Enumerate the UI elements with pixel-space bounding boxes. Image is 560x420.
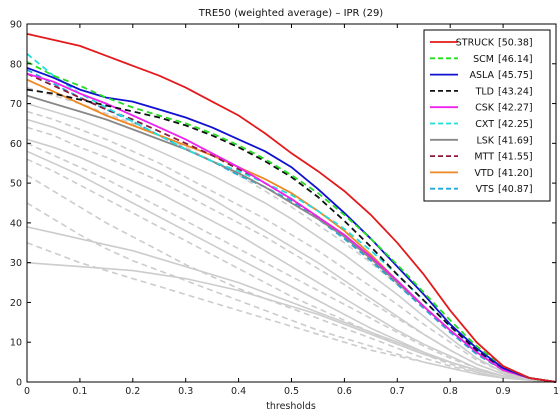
y-tick-label: 70 (10, 99, 22, 110)
background-series-line-10 (26, 142, 557, 383)
x-tick-label: 0.6 (337, 386, 352, 397)
x-tick-label: 1 (553, 386, 559, 397)
legend-score-vts: [40.87] (498, 184, 533, 195)
y-axis: 0 10 20 30 40 50 60 70 80 90 (10, 20, 556, 389)
legend-label-asla: ASLA (469, 70, 494, 81)
legend-label-struck: STRUCK (456, 38, 495, 49)
series-line-csk (26, 72, 557, 383)
series-group (26, 33, 557, 383)
background-series-line-2 (26, 118, 557, 383)
y-tick-label: 80 (10, 59, 22, 70)
series-line-vts (26, 68, 557, 383)
x-tick-label: 0.8 (443, 386, 458, 397)
legend-score-cxt: [42.25] (498, 119, 533, 130)
y-tick-label: 50 (10, 179, 22, 190)
x-tick-label: 0.3 (178, 386, 193, 397)
legend-score-csk: [42.27] (498, 103, 533, 114)
x-tick-label: 0.7 (390, 386, 405, 397)
y-tick-label: 90 (10, 20, 22, 31)
legend-score-struck: [50.38] (498, 38, 533, 49)
background-series-group (26, 86, 557, 383)
legend-score-scm: [46.14] (498, 54, 533, 65)
legend-label-cxt: CXT (475, 119, 494, 130)
background-series-line-12 (26, 174, 557, 383)
legend-score-mtt: [41.55] (498, 152, 533, 163)
y-tick-label: 20 (10, 298, 22, 309)
background-series-line-8 (26, 110, 557, 383)
y-tick-label: 30 (10, 258, 22, 269)
y-tick-label: 10 (10, 338, 22, 349)
legend-label-lsk: LSK (476, 135, 494, 146)
series-line-tld (26, 88, 557, 383)
chart-title: TRE50 (weighted average) – IPR (29) (198, 8, 384, 19)
legend-label-csk: CSK (475, 103, 495, 114)
legend-label-tld: TLD (475, 86, 494, 97)
x-tick-label: 0.5 (284, 386, 299, 397)
legend: STRUCK [50.38] SCM [46.14] ASLA [45.75] TLD [43… (423, 29, 551, 202)
x-tick-label: 0.1 (72, 386, 87, 397)
x-tick-label: 0.4 (231, 386, 246, 397)
series-line-struck (26, 33, 557, 383)
y-tick-label: 40 (10, 218, 22, 229)
x-tick-label: 0.9 (496, 386, 511, 397)
y-tick-label: 60 (10, 139, 22, 150)
background-series-line-1 (26, 102, 557, 383)
x-tick-label: 0 (24, 386, 30, 397)
background-series-line-14 (26, 242, 557, 383)
legend-score-vtd: [41.20] (498, 168, 533, 179)
background-series-line-13 (26, 202, 557, 383)
x-tick-label: 0.2 (125, 386, 140, 397)
legend-score-lsk: [41.69] (498, 135, 533, 146)
x-axis-label: thresholds (266, 401, 316, 412)
legend-label-mtt: MTT (474, 152, 494, 163)
legend-label-scm: SCM (473, 54, 494, 65)
x-axis: 0 0.1 0.2 0.3 0.4 0.5 0.6 0.7 0.8 0.9 1 (24, 24, 559, 397)
legend-score-tld: [43.24] (498, 86, 533, 97)
series-line-asla (26, 66, 557, 383)
y-tick-label: 0 (16, 378, 22, 389)
background-series-line-6 (26, 261, 557, 383)
background-series-line-9 (26, 126, 557, 383)
legend-label-vts: VTS (476, 184, 494, 195)
legend-label-vtd: VTD (474, 168, 494, 179)
legend-score-asla: [45.75] (498, 70, 533, 81)
